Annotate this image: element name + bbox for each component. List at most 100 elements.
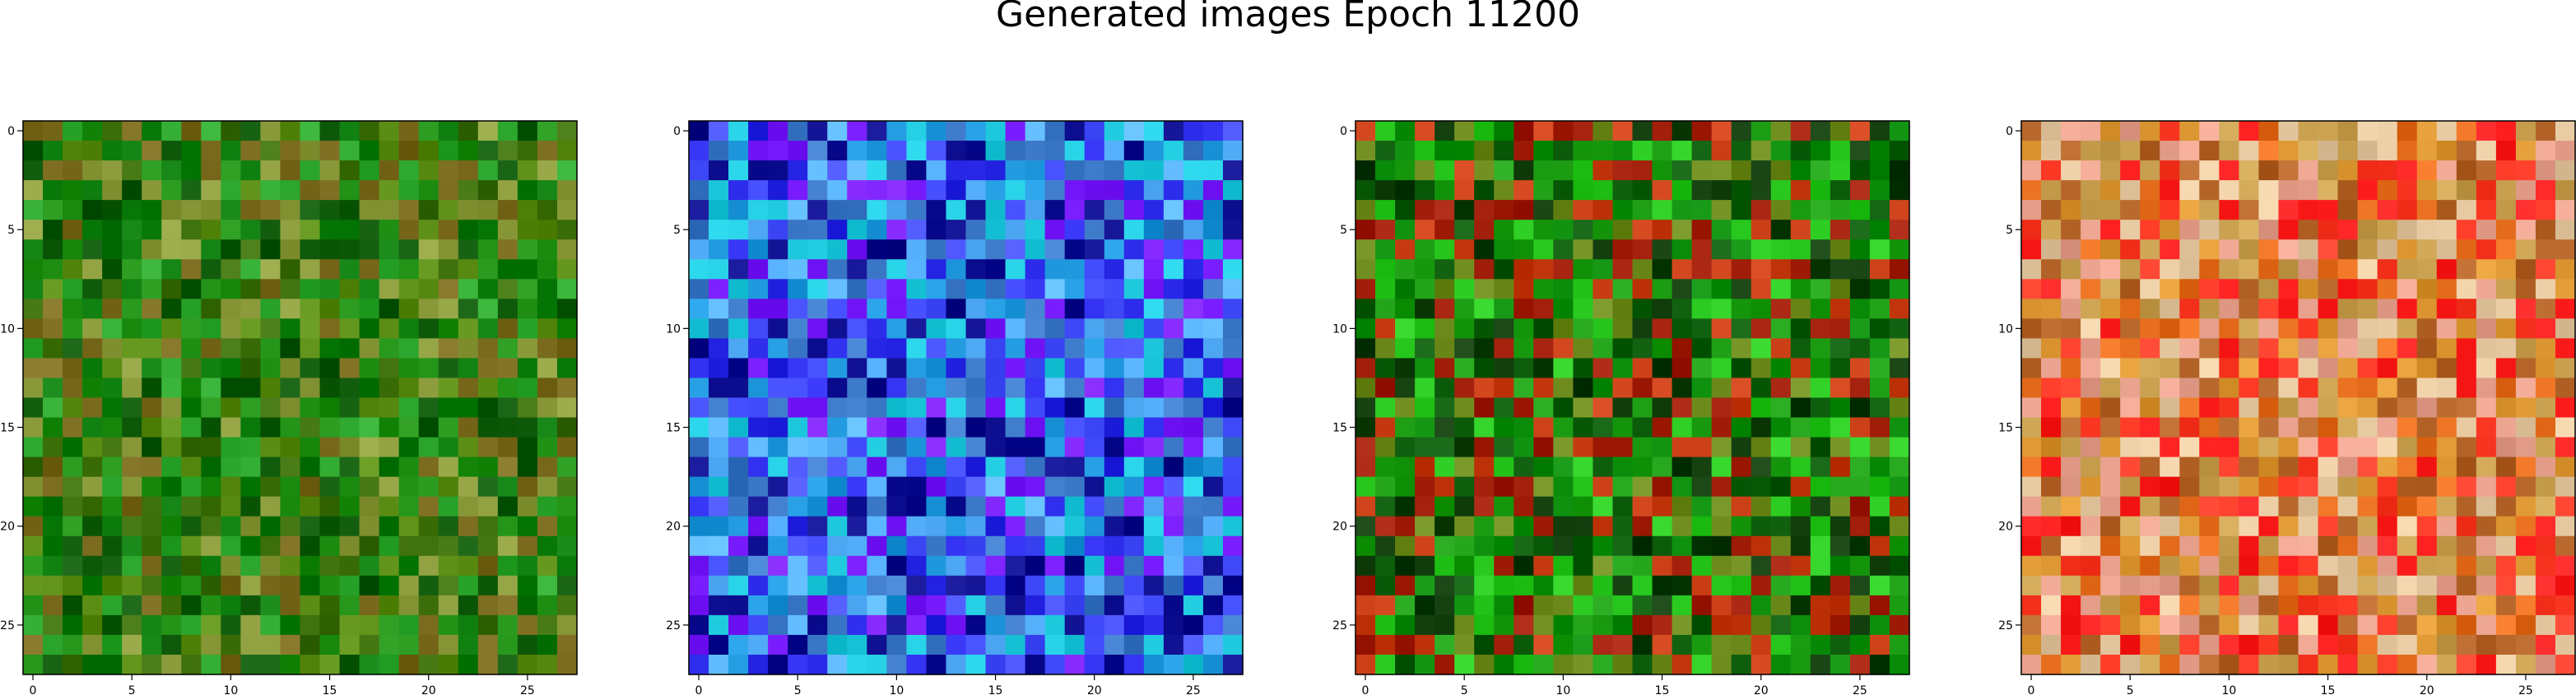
pixel-cell — [985, 575, 1007, 596]
pixel-cell — [221, 318, 241, 339]
pixel-cell — [1163, 239, 1184, 260]
pixel-cell — [2377, 279, 2398, 299]
pixel-cell — [1553, 555, 1574, 577]
pixel-cell — [1454, 417, 1475, 438]
pixel-cell — [1143, 575, 1165, 596]
pixel-cell — [748, 595, 769, 616]
pixel-cell — [886, 358, 907, 379]
pixel-cell — [689, 358, 709, 379]
pixel-cell — [181, 634, 202, 656]
pixel-cell — [788, 220, 808, 240]
pixel-cell — [1005, 595, 1026, 616]
pixel-cell — [768, 595, 788, 616]
pixel-cell — [1415, 397, 1435, 419]
pixel-cell — [2476, 456, 2497, 478]
pixel-cell — [926, 614, 947, 636]
pixel-cell — [2258, 338, 2280, 359]
pixel-cell — [985, 141, 1007, 161]
pixel-cell — [260, 535, 281, 557]
pixel-cell — [517, 318, 538, 339]
pixel-cell — [2100, 634, 2121, 656]
pixel-cell — [1434, 614, 1455, 636]
pixel-cell — [240, 160, 262, 181]
pixel-cell — [1770, 496, 1792, 517]
pixel-cell — [965, 259, 987, 280]
pixel-cell — [985, 239, 1007, 260]
pixel-cell — [339, 121, 360, 141]
pixel-cell — [1163, 575, 1184, 596]
pixel-cell — [477, 279, 499, 299]
pixel-cell — [1731, 654, 1752, 675]
pixel-cell — [458, 378, 479, 399]
pixel-cell — [2515, 516, 2536, 537]
pixel-cell — [1123, 121, 1145, 141]
pixel-cell — [1044, 397, 1066, 419]
pixel-cell — [1415, 555, 1435, 577]
pixel-cell — [23, 160, 44, 181]
pixel-cell — [946, 259, 967, 280]
pixel-cell — [537, 456, 558, 478]
pixel-cell — [260, 279, 281, 299]
pixel-cell — [1395, 417, 1416, 438]
pixel-cell — [1711, 397, 1732, 419]
pixel-cell — [1553, 437, 1574, 458]
pixel-cell — [537, 595, 558, 616]
pixel-cell — [1849, 654, 1871, 675]
pixel-cell — [2081, 535, 2101, 557]
pixel-cell — [2140, 200, 2160, 220]
pixel-cell — [2199, 220, 2220, 240]
pixel-cell — [1355, 259, 1376, 280]
pixel-cell — [2456, 555, 2477, 577]
pixel-cell — [161, 200, 182, 220]
pixel-cell — [1514, 555, 1534, 577]
pixel-cell — [1064, 160, 1086, 181]
pixel-cell — [788, 141, 808, 161]
pixel-cell — [379, 417, 400, 438]
pixel-cell — [807, 160, 828, 181]
pixel-cell — [2179, 338, 2200, 359]
pixel-cell — [1163, 160, 1184, 181]
pixel-cell — [1672, 417, 1693, 438]
pixel-cell — [2515, 200, 2536, 220]
pixel-cell — [1494, 160, 1514, 181]
pixel-cell — [1514, 614, 1534, 636]
pixel-cell — [1143, 378, 1165, 399]
pixel-cell — [1810, 180, 1831, 201]
pixel-cell — [1005, 575, 1026, 596]
pixel-cell — [689, 279, 709, 299]
pixel-cell — [458, 259, 479, 280]
pixel-cell — [102, 239, 123, 260]
pixel-cell — [946, 476, 967, 498]
pixel-cell — [2318, 338, 2339, 359]
pixel-cell — [2041, 437, 2062, 458]
pixel-cell — [1612, 614, 1634, 636]
pixel-cell — [1770, 220, 1792, 240]
pixel-cell — [221, 437, 241, 458]
pixel-cell — [886, 180, 907, 201]
pixel-cell — [1810, 160, 1831, 181]
pixel-cell — [709, 160, 729, 181]
pixel-cell — [1202, 456, 1224, 478]
pixel-cell — [2239, 555, 2260, 577]
pixel-cell — [260, 141, 281, 161]
pixel-cell — [2337, 259, 2359, 280]
pixel-cell — [1064, 595, 1086, 616]
pixel-cell — [2140, 279, 2160, 299]
pixel-cell — [2337, 358, 2359, 379]
pixel-cell — [768, 496, 788, 517]
pixel-cell — [827, 121, 848, 141]
pixel-cell — [2436, 200, 2457, 220]
pixel-cell — [1790, 397, 1811, 419]
pixel-cell — [319, 338, 341, 359]
pixel-cell — [221, 160, 241, 181]
pixel-cell — [2436, 141, 2457, 161]
pixel-cell — [1044, 318, 1066, 339]
pixel-cell — [2495, 476, 2517, 498]
pixel-cell — [946, 456, 967, 478]
y-tick-label: 25 — [0, 619, 15, 632]
pixel-cell — [2179, 121, 2200, 141]
pixel-cell — [807, 575, 828, 596]
pixel-cell — [1790, 496, 1811, 517]
pixel-cell — [319, 299, 341, 319]
pixel-cell — [2515, 575, 2536, 596]
